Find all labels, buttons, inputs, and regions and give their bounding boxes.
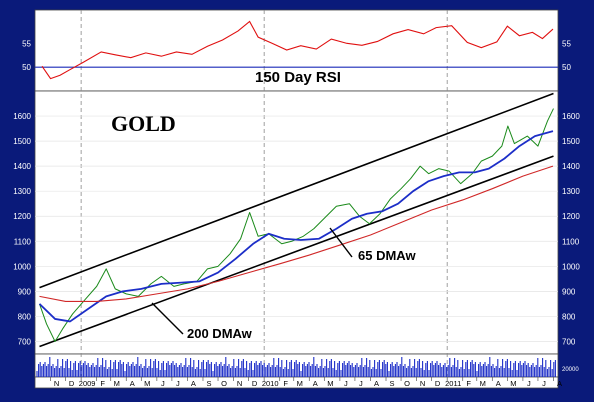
rsi-layer — [35, 20, 558, 80]
month-label-25: D — [435, 379, 441, 388]
month-label-27: F — [466, 379, 471, 388]
month-label-3: F — [100, 379, 105, 388]
price-tick-right-1200: 1200 — [562, 212, 580, 221]
price-tick-left-1500: 1500 — [13, 137, 31, 146]
price-tick-left-1200: 1200 — [13, 212, 31, 221]
price-tick-right-800: 800 — [562, 312, 576, 321]
gold-price-line — [39, 108, 554, 342]
price-tick-left-1100: 1100 — [14, 237, 32, 246]
month-label-15: F — [283, 379, 288, 388]
month-label-4: M — [114, 379, 120, 388]
month-label-19: J — [344, 379, 348, 388]
month-label-26: 2011 — [445, 379, 461, 388]
price-tick-left-1400: 1400 — [13, 162, 31, 171]
price-tick-right-1100: 1100 — [562, 237, 580, 246]
month-label-11: O — [221, 379, 227, 388]
month-label-2: 2009 — [79, 379, 96, 388]
annotation-200-dmaw: 200 DMAw — [187, 326, 253, 341]
price-tick-right-700: 700 — [562, 337, 576, 346]
month-label-20: J — [359, 379, 363, 388]
month-label-18: M — [327, 379, 333, 388]
month-label-33: A — [557, 379, 562, 388]
month-label-6: M — [144, 379, 150, 388]
annotation-65-dmaw: 65 DMAw — [358, 248, 416, 263]
price-tick-left-700: 700 — [18, 337, 32, 346]
rsi-panel — [34, 9, 559, 92]
annotation-65-pointer — [329, 227, 353, 258]
month-label-0: N — [54, 379, 59, 388]
month-label-5: A — [130, 379, 135, 388]
price-tick-right-1000: 1000 — [562, 262, 580, 271]
month-label-8: J — [176, 379, 180, 388]
rsi-tick-left-50: 50 — [22, 63, 31, 72]
price-tick-right-1400: 1400 — [562, 162, 580, 171]
price-panel — [34, 90, 559, 355]
price-tick-left-1300: 1300 — [13, 187, 31, 196]
rsi-tick-right-55: 55 — [562, 39, 571, 48]
month-label-14: 2010 — [262, 379, 279, 388]
price-tick-left-800: 800 — [18, 312, 32, 321]
month-label-21: A — [374, 379, 379, 388]
month-label-30: M — [510, 379, 516, 388]
rsi-tick-right-50: 50 — [562, 63, 571, 72]
price-tick-right-1500: 1500 — [562, 137, 580, 146]
rsi-tick-left-55: 55 — [22, 39, 31, 48]
month-label-31: J — [527, 379, 531, 388]
price-tick-left-1600: 1600 — [13, 112, 31, 121]
month-label-7: J — [161, 379, 165, 388]
65-dmaw-line — [38, 130, 554, 323]
month-label-28: M — [480, 379, 486, 388]
rsi-title: 150 Day RSI — [255, 69, 341, 86]
price-tick-right-900: 900 — [562, 287, 576, 296]
volume-layer — [36, 357, 556, 377]
month-label-24: N — [420, 379, 425, 388]
month-label-10: S — [206, 379, 211, 388]
month-label-16: M — [297, 379, 303, 388]
price-tick-right-1300: 1300 — [562, 187, 580, 196]
price-tick-right-1600: 1600 — [562, 112, 580, 121]
month-label-22: S — [389, 379, 394, 388]
month-label-1: D — [69, 379, 75, 388]
month-label-23: O — [404, 379, 410, 388]
month-label-17: A — [313, 379, 318, 388]
price-layer — [38, 92, 554, 348]
volume-tick: 20000 — [562, 367, 579, 373]
price-tick-left-900: 900 — [18, 287, 32, 296]
price-tick-left-1000: 1000 — [13, 262, 31, 271]
channel-line-1 — [39, 155, 554, 348]
annotation-200-pointer — [151, 302, 184, 335]
month-label-29: A — [496, 379, 501, 388]
200-dmaw-line — [39, 165, 554, 302]
axis-layer: 700 700 800 800 900 900 1000 1000 1100 1100 1200 12… — [13, 39, 580, 388]
channel-line-0 — [39, 92, 554, 289]
month-label-32: J — [542, 379, 546, 388]
rsi-series-line-0 — [41, 20, 554, 80]
month-label-13: D — [252, 379, 258, 388]
month-label-9: A — [191, 379, 196, 388]
gold-title: GOLD — [111, 111, 176, 136]
month-label-12: N — [237, 379, 242, 388]
